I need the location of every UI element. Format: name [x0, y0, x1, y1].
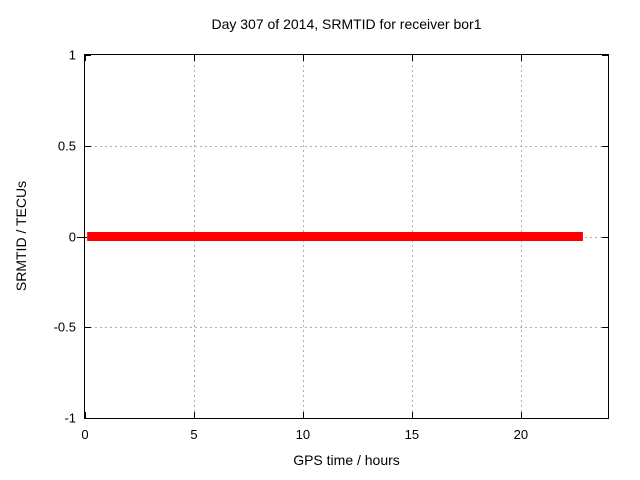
y-tick-mark-left: [85, 55, 91, 56]
x-tick-mark-bottom: [85, 412, 86, 418]
x-tick-mark-top: [85, 55, 86, 61]
chart-title: Day 307 of 2014, SRMTID for receiver bor…: [211, 16, 482, 32]
y-tick-label: -1: [64, 410, 76, 426]
y-gridline: [85, 145, 608, 147]
y-tick-label: -0.5: [53, 319, 76, 335]
x-tick-label: 15: [404, 427, 420, 442]
x-axis-label: GPS time / hours: [293, 452, 400, 468]
x-tick-mark-bottom: [193, 412, 195, 418]
x-tick-mark-top: [411, 55, 413, 61]
y-tick-mark-left: [85, 145, 91, 147]
series-layer: [87, 232, 583, 241]
x-tick-label: 5: [190, 427, 198, 442]
y-tick-label: 0: [68, 229, 76, 244]
y-zero-outer-tick: [77, 236, 84, 238]
x-tick-mark-bottom: [411, 412, 413, 418]
x-tick-label: 10: [295, 427, 311, 442]
y-gridline: [85, 327, 608, 329]
y-tick-mark-left: [85, 418, 91, 419]
y-tick-mark-right: [602, 145, 608, 147]
y-tick-mark-right: [602, 327, 608, 329]
y-tick-label: 1: [68, 47, 76, 63]
y-tick-mark-right: [602, 55, 608, 56]
x-tick-mark-bottom: [302, 412, 304, 418]
x-tick-label: 20: [513, 427, 529, 442]
x-tick-label: 0: [81, 427, 89, 442]
y-tick-mark-right: [602, 418, 608, 419]
y-tick-label: 0.5: [57, 138, 76, 154]
x-tick-mark-top: [302, 55, 304, 61]
x-tick-mark-top: [520, 55, 522, 61]
x-tick-mark-top: [193, 55, 195, 61]
y-tick-mark-left: [85, 327, 91, 329]
x-tick-mark-bottom: [520, 412, 522, 418]
plot-area: [84, 54, 609, 419]
y-tick-mark-right: [602, 236, 608, 238]
